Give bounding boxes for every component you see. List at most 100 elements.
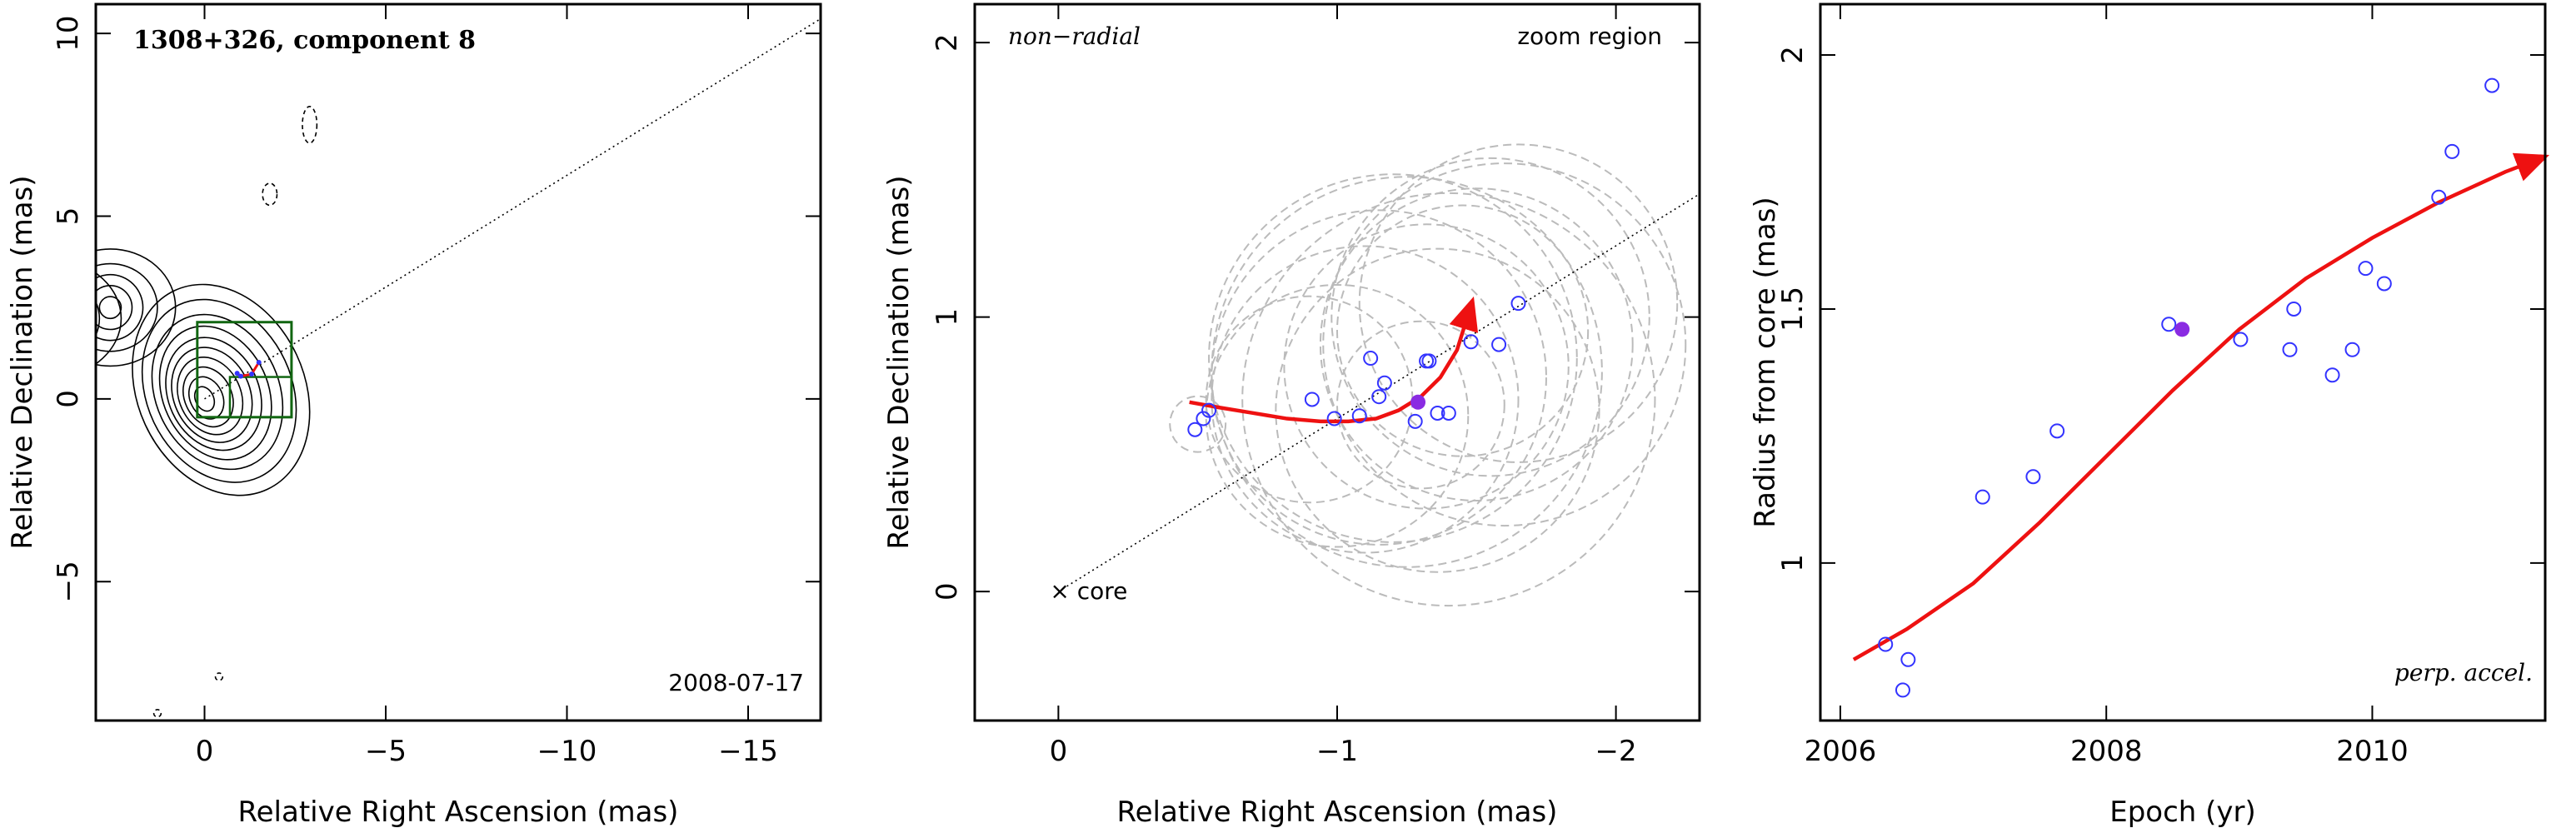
panel-1-title: 1308+326, component 8 <box>133 26 476 55</box>
panel-2-uncertainty-circle <box>1358 143 1679 463</box>
panel-2-uncertainty-circle <box>1336 204 1590 457</box>
panel-1-component-point <box>249 372 255 377</box>
panel-1-plot-area <box>96 17 821 718</box>
panel-1-xtick-label: −10 <box>537 735 597 768</box>
panel-1-ytick-label: −5 <box>52 561 85 602</box>
panel-2-uncertainty-circle <box>1241 192 1656 607</box>
panel-2-trajectory-arrow <box>1189 296 1479 424</box>
panel-3-data-point <box>2049 423 2065 439</box>
panel-2-annotation-right: zoom region <box>1517 22 1662 50</box>
panel-1-ticks: 0 −5 −10 −15 −5 0 5 10 <box>52 4 821 768</box>
panel-1-negative-contour <box>152 709 162 718</box>
panel-1-jet-contour <box>96 262 158 352</box>
panel-3-xtick-label: 2006 <box>1805 735 1877 768</box>
panel-2-core-label: × core <box>1050 577 1127 605</box>
panel-2-ticks: 0 −1 −2 0 1 2 <box>931 4 1700 768</box>
panel-2-uncertainty-circle <box>1330 157 1650 477</box>
panel-3-xtick-label: 2010 <box>2336 735 2409 768</box>
panel-2-uncertainty-circle <box>1205 283 1470 548</box>
panel-1-core-contour <box>171 347 253 443</box>
panel-1-jet-contour <box>96 272 122 365</box>
panel-2-data-point <box>1430 405 1445 421</box>
panel-3-data-point <box>1974 489 1990 505</box>
panel-2-data-point <box>1326 411 1342 426</box>
panel-1-ytick-label: 0 <box>52 390 85 408</box>
panel-1-jet-contour <box>96 300 101 337</box>
panel-2-highlight-point <box>1410 394 1426 410</box>
panel-1-core-contour <box>151 313 284 471</box>
panel-2-xtick-label: 0 <box>1050 735 1068 768</box>
panel-3-data-point <box>2324 367 2340 383</box>
panel-2-data-point <box>1304 392 1320 407</box>
panel-2-xtick-label: −2 <box>1595 735 1637 768</box>
panel-3-highlight-point <box>2174 322 2190 337</box>
panel-3-ytick-label: 1.5 <box>1776 287 1810 332</box>
panel-1-core-contour <box>165 337 262 451</box>
panel-3-plot-area <box>1852 77 2550 698</box>
panel-1-jet-contour <box>96 273 144 342</box>
panel-2-ytick-label: 1 <box>931 308 964 327</box>
panel-2-uncertainty-circle <box>1208 173 1578 543</box>
panel-3-annotation: perp. accel. <box>2394 659 2533 686</box>
panel-2-uncertainty-circle <box>1169 395 1227 453</box>
panel-3-ylabel: Radius from core (mas) <box>1749 197 1782 527</box>
panel-2-xlabel: Relative Right Ascension (mas) <box>1117 796 1558 829</box>
panel-1-frame <box>94 2 822 722</box>
panel-1-contour-map: 0 −5 −10 −15 −5 0 5 10 1308+326, component 8 20… <box>6 2 822 829</box>
panel-3-data-point <box>2444 143 2460 159</box>
panel-1-component-point <box>256 360 262 365</box>
panel-3-data-point <box>2376 276 2392 292</box>
panel-2-data-point <box>1419 353 1435 369</box>
panel-2-ridge-line <box>1057 192 1700 592</box>
panel-2-data-point <box>1351 408 1367 424</box>
panel-3-data-point <box>1878 636 1894 652</box>
panel-3-ytick-label: 1 <box>1776 554 1810 572</box>
panel-3-radius-vs-epoch: 2006 2008 2010 1 1.5 2 perp. accel. Epoch (yr… <box>1749 2 2550 829</box>
panel-3-data-point <box>2282 342 2298 357</box>
panel-1-core-contour <box>141 298 297 483</box>
panel-3-model-curve <box>1852 152 2550 661</box>
panel-2-plot-area <box>1057 143 1700 607</box>
panel-1-xtick-label: 0 <box>196 735 214 768</box>
panel-2-uncertainty-circle <box>1319 187 1634 501</box>
panel-2-data-point <box>1201 402 1217 418</box>
panel-2-data-point <box>1371 389 1387 405</box>
panel-1-xtick-label: −5 <box>365 735 407 768</box>
panel-1-ytick-label: 10 <box>52 15 85 51</box>
panel-1-xlabel: Relative Right Ascension (mas) <box>238 796 679 829</box>
panel-2-data-point <box>1491 337 1507 352</box>
panel-2-data-point <box>1407 413 1423 429</box>
panel-1-jet-contour <box>96 248 177 367</box>
panel-3-frame <box>1819 2 2547 722</box>
panel-2-data-point <box>1196 411 1211 426</box>
panel-3-data-point <box>2025 469 2041 485</box>
panel-1-component-point <box>234 371 240 377</box>
panel-2-data-point <box>1363 351 1379 367</box>
panel-2-uncertainty-circle <box>1336 320 1505 490</box>
panel-3-ytick-label: 2 <box>1776 46 1810 64</box>
panel-1-jet-contour <box>96 285 133 331</box>
panel-1-jet-contour <box>98 296 122 320</box>
panel-3-ticks: 2006 2008 2010 1 1.5 2 <box>1776 4 2545 768</box>
panel-2-uncertainty-circle <box>1283 223 1570 510</box>
panel-2-uncertainty-circle <box>1211 245 1520 554</box>
panel-2-zoom-region: 0 −1 −2 0 1 2 non−radial zoom region × core R… <box>882 2 1701 829</box>
panel-1-negative-contour <box>262 182 278 207</box>
panel-2-data-point <box>1440 405 1456 421</box>
panel-1-ylabel: Relative Declination (mas) <box>6 175 39 549</box>
panel-1-ytick-label: 5 <box>52 207 85 226</box>
panel-1-date: 2008-07-17 <box>668 669 804 696</box>
panel-2-annotation-left: non−radial <box>1008 22 1141 50</box>
panel-1-zoom-box <box>196 321 293 419</box>
panel-1-ridge-line <box>204 17 821 400</box>
panel-1-core-contour <box>132 283 311 496</box>
panel-2-xtick-label: −1 <box>1316 735 1358 768</box>
panel-2-data-point <box>1376 375 1392 391</box>
panel-1-component-point <box>238 373 243 379</box>
panel-2-uncertainty-circle <box>1211 176 1603 568</box>
panel-3-data-point <box>2358 261 2374 277</box>
panel-3-data-point <box>2286 301 2302 317</box>
panel-3-data-point <box>1900 651 1916 667</box>
panel-2-frame <box>973 2 1701 722</box>
